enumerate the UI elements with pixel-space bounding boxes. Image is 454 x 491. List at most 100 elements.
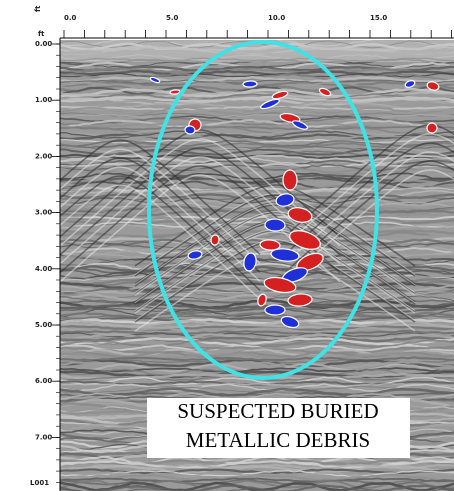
texture-band [60,325,454,332]
hyperbola [134,239,416,322]
texture-band [60,119,454,129]
top-axis-unit: ft [34,5,42,12]
hyperbola [134,184,416,267]
reflection-blob [187,250,203,260]
reflection-blob [184,125,196,135]
reflection-blob [289,230,321,250]
texture-band [60,304,454,313]
texture-band [60,125,454,131]
reflection-blob [263,276,297,294]
texture-band [60,198,454,208]
hyperbola [289,169,454,278]
top-tick-label: 15.0 [370,14,387,22]
hyperbola [289,160,454,269]
texture-band [60,336,454,343]
texture-band [60,157,454,165]
reflection-blob [291,120,309,130]
texture-band [60,133,454,141]
annotation-line: SUSPECTED BURIED [177,399,378,423]
left-tick-label: 4.00 [35,265,52,273]
hyperbola [60,175,261,291]
hyperbola [60,157,261,273]
reflection-blob [259,239,281,251]
texture-band [60,237,454,244]
top-tick-label: 10.0 [268,14,285,22]
left-tick-label: 2.00 [35,152,52,160]
hyperbola [134,213,416,296]
annotation-line: METALLIC DEBRIS [186,428,370,452]
reflection-blob [264,304,286,316]
texture-band [60,221,454,229]
hyperbola [60,156,341,265]
reflection-blob [318,87,332,97]
hyperbola [134,204,416,287]
texture-band [60,370,454,379]
annotation-box [147,398,410,458]
texture-band [60,316,454,323]
highlight-ellipse [147,40,379,380]
texture-band [60,487,454,491]
texture-band [60,93,454,102]
texture-band [60,72,454,78]
texture-band [60,148,454,157]
reflection-blob [243,252,257,272]
texture-band [60,240,454,249]
reflection-blob [426,81,440,91]
texture-band [60,144,454,151]
surface-band [60,40,454,62]
reflection-blob [404,80,416,88]
texture-band [60,67,454,75]
texture-band [60,337,454,346]
hyperbola [134,212,416,295]
texture-band [60,376,454,386]
texture-band [60,238,454,246]
texture-band [60,360,454,371]
texture-band [60,392,454,401]
hyperbola [60,148,261,264]
texture-band [60,322,454,330]
hyperbola [134,203,416,286]
texture-band [60,154,454,164]
left-tick-label: 0.00 [35,40,52,48]
hyperbola [289,133,454,242]
left-tick-label: 5.00 [35,321,52,329]
reflection-blob [280,315,300,329]
texture-band [60,464,454,474]
texture-band [60,172,454,181]
top-tick-label: 5.0 [166,14,179,22]
left-tick-label: 3.00 [35,209,52,217]
texture-band [60,293,454,302]
reflection-blob [242,80,258,88]
reflection-blob [210,234,220,246]
reflection-blob [149,76,161,84]
texture-band [60,87,454,98]
texture-band [60,367,454,373]
reflection-blob [264,218,286,232]
hyperbola [289,151,454,260]
texture-band [60,81,454,87]
reflection-blob [257,293,267,307]
reflection-blob [271,90,289,100]
texture-band [60,265,454,273]
texture-band [60,474,454,482]
texture-band [60,125,454,135]
top-tick-label: 0.0 [64,14,77,22]
texture-band [60,481,454,491]
texture-band [60,346,454,355]
left-tick-label: 1.00 [35,96,52,104]
texture-band [60,85,454,96]
texture-band [60,108,454,117]
reflection-blob [426,122,438,134]
line-label: L001 [30,479,49,487]
texture-band [60,163,454,172]
texture-band [60,356,454,362]
texture-band [60,368,454,376]
texture-band [60,69,454,77]
reflection-blob [287,293,313,307]
reflection-blob [275,193,295,207]
texture-band [60,249,454,257]
hyperbola [60,139,261,255]
hyperbola [134,211,416,294]
hyperbola [134,193,416,276]
